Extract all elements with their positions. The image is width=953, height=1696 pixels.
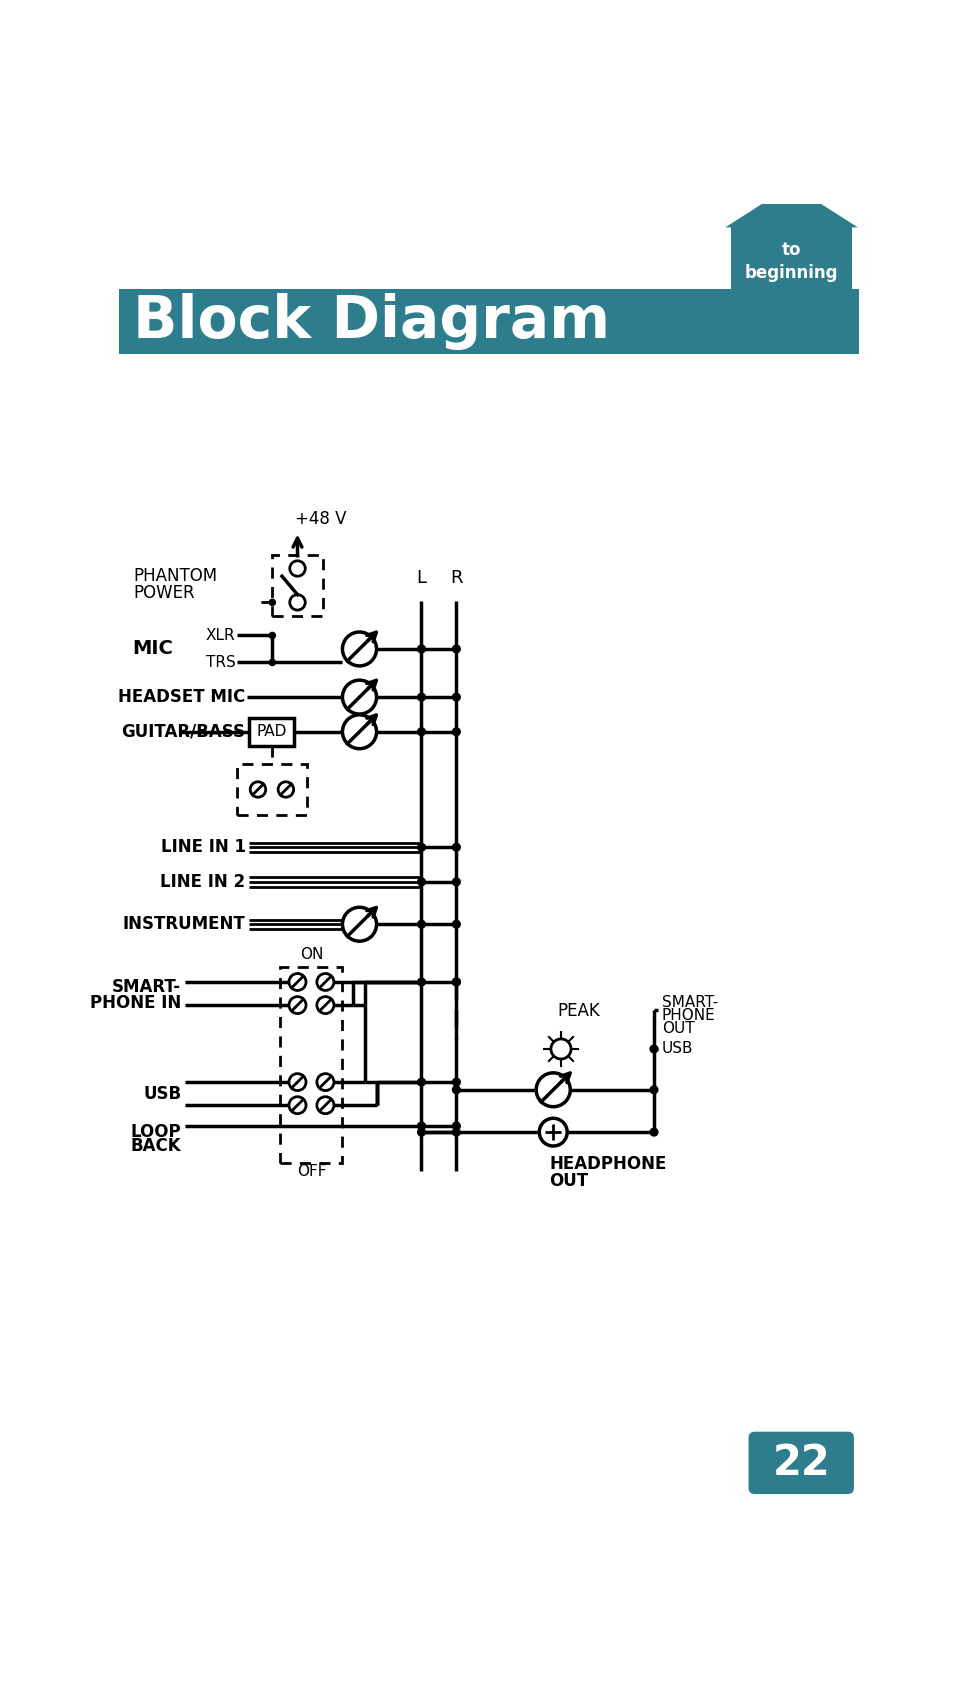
Circle shape (452, 979, 459, 985)
Bar (731, 227, 851, 293)
Circle shape (417, 879, 425, 885)
Text: L: L (416, 568, 426, 587)
Circle shape (452, 979, 459, 985)
Text: PHANTOM: PHANTOM (133, 566, 217, 585)
Text: SMART-: SMART- (661, 996, 718, 1011)
Text: TRS: TRS (206, 655, 235, 670)
Text: 22: 22 (772, 1442, 829, 1484)
Circle shape (417, 1128, 425, 1136)
Text: BACK: BACK (131, 1136, 181, 1155)
Circle shape (417, 921, 425, 928)
Text: PHONE: PHONE (661, 1009, 715, 1023)
Circle shape (417, 1079, 425, 1085)
Text: LINE IN 2: LINE IN 2 (160, 873, 245, 890)
Circle shape (269, 633, 275, 639)
Text: ON: ON (299, 946, 323, 962)
Text: GUITAR/BASS: GUITAR/BASS (121, 722, 245, 741)
Text: OUT: OUT (661, 1021, 694, 1036)
Text: PHONE IN: PHONE IN (90, 994, 181, 1013)
Text: PAD: PAD (256, 724, 287, 739)
Text: +48 V: +48 V (294, 510, 346, 527)
Circle shape (452, 644, 459, 653)
Text: PEAK: PEAK (557, 1002, 599, 1019)
Text: USB: USB (661, 1041, 693, 1057)
Text: HEADSET MIC: HEADSET MIC (118, 689, 245, 706)
Circle shape (417, 694, 425, 700)
Text: INSTRUMENT: INSTRUMENT (123, 916, 245, 933)
Text: MIC: MIC (132, 639, 173, 658)
Circle shape (452, 843, 459, 851)
Polygon shape (724, 185, 857, 227)
Text: POWER: POWER (133, 583, 194, 602)
Text: Block Diagram: Block Diagram (133, 293, 610, 349)
Text: to: to (781, 241, 801, 259)
Circle shape (452, 728, 459, 736)
Circle shape (452, 1123, 459, 1130)
Text: OFF: OFF (296, 1165, 326, 1179)
Text: SMART-: SMART- (112, 979, 181, 996)
Text: USB: USB (143, 1085, 181, 1102)
Text: OUT: OUT (549, 1172, 588, 1191)
Bar (280, 967, 342, 1163)
Circle shape (649, 1085, 658, 1094)
Circle shape (269, 599, 275, 605)
Text: LOOP: LOOP (131, 1123, 181, 1141)
Circle shape (417, 843, 425, 851)
Text: XLR: XLR (206, 628, 235, 643)
Circle shape (417, 979, 425, 985)
Circle shape (452, 1128, 459, 1136)
Circle shape (417, 1123, 425, 1130)
Circle shape (649, 1128, 658, 1136)
Text: LINE IN 1: LINE IN 1 (160, 838, 245, 856)
Circle shape (649, 1045, 658, 1053)
Circle shape (417, 644, 425, 653)
Text: beginning: beginning (744, 265, 838, 282)
Bar (249, 717, 294, 746)
Text: HEADPHONE: HEADPHONE (549, 1155, 666, 1174)
Circle shape (452, 694, 459, 700)
Circle shape (452, 921, 459, 928)
Bar (272, 555, 322, 616)
Circle shape (417, 728, 425, 736)
Circle shape (452, 1079, 459, 1085)
Text: R: R (450, 568, 462, 587)
Bar (119, 288, 858, 354)
Circle shape (269, 660, 275, 665)
Circle shape (452, 879, 459, 885)
Circle shape (452, 1085, 459, 1094)
FancyBboxPatch shape (748, 1431, 853, 1494)
Bar (236, 765, 307, 814)
